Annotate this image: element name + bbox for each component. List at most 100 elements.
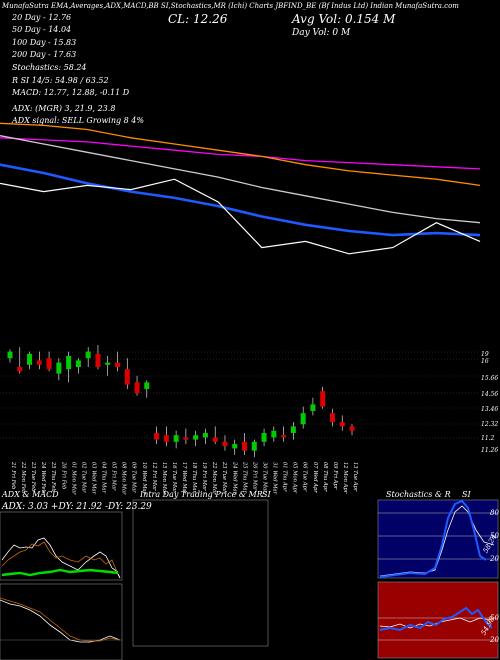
ma50-label: 50 Day - 14.04 — [12, 25, 72, 34]
day-volume: Day Vol: 0 M — [292, 28, 351, 38]
x-axis-label: 23 Tue Mar — [221, 461, 227, 493]
candle-body — [290, 426, 296, 433]
moving-averages — [0, 122, 481, 255]
x-axis-label: 19 Fri Mar — [201, 462, 207, 491]
adx-panel-title: ADX & MACD — [2, 490, 59, 499]
candle-body — [36, 360, 42, 365]
x-axis-label: 04 Thu Mar — [101, 462, 107, 493]
price-tick-label: 19 — [481, 351, 489, 358]
intraday-panel — [132, 499, 269, 647]
x-axis-label: 24 Wed Feb — [40, 461, 46, 493]
candle-body — [232, 444, 238, 449]
x-axis-label: 09 Fri Apr — [332, 462, 338, 490]
ma-line — [0, 178, 481, 255]
x-axis-label: 21 Fri Feb — [10, 461, 16, 489]
candle-body — [222, 441, 228, 447]
price-grid — [0, 351, 478, 439]
ma200-label: 200 Day - 17.63 — [12, 50, 77, 59]
candle-body — [27, 353, 33, 365]
x-axis-label: 12 Mon Apr — [342, 462, 348, 494]
si-label: R SI 14/5: 54.98 / 63.52 — [12, 76, 109, 85]
adx-panel — [0, 511, 123, 581]
candle-body — [7, 351, 13, 359]
x-axis-label: 22 Mon Feb — [20, 461, 26, 493]
ma-line — [0, 163, 481, 237]
macd-signal-line — [0, 597, 121, 642]
stochastics-si-label: SI — [462, 490, 471, 499]
candle-body — [310, 404, 316, 411]
si-tick-20: 20 — [490, 636, 499, 644]
candle-body — [193, 435, 199, 440]
ma-line — [0, 135, 481, 224]
si-blue-line — [379, 606, 493, 632]
candle-body — [251, 441, 257, 451]
intraday-si-label: SI — [262, 490, 271, 499]
candle-body — [144, 382, 150, 389]
x-axis-label: 17 Wed Mar — [181, 462, 187, 495]
stochastics-title: Stochastics & R — [386, 490, 451, 499]
candle-body — [105, 362, 111, 365]
x-axis-label: 24 Wed Mar — [231, 461, 237, 495]
ma-line — [0, 137, 481, 170]
x-axis-label: 25 Thu Mar — [241, 461, 247, 493]
candle-body — [349, 426, 355, 431]
candle-body — [114, 362, 120, 367]
ma100-label: 100 Day - 15.83 — [12, 38, 77, 47]
si-tick-50: 50 — [490, 614, 499, 622]
candle-body — [173, 435, 179, 442]
x-axis-label: 26 Fri Feb — [60, 461, 66, 489]
x-axis-label: 23 Tue Feb — [30, 461, 36, 491]
x-axis-label: 10 Wed Mar — [141, 462, 147, 495]
x-axis-label: 05 Fri Mar — [111, 462, 117, 491]
candles — [7, 345, 355, 458]
candle-body — [329, 413, 335, 422]
stoch-tick-80: 80 — [490, 509, 499, 517]
adx-line — [1, 568, 119, 577]
x-axis-label: 08 Mon Mar — [121, 462, 127, 495]
x-axis-labels: 21 Fri Feb 22 Mon Feb 23 Tue Feb 24 Wed Feb… — [10, 461, 358, 495]
x-axis-label: 25 Thu Feb — [50, 461, 56, 492]
candle-body — [300, 413, 306, 425]
candle-body — [202, 433, 208, 438]
macd-label: MACD: 12.77, 12.88, -0.11 D — [12, 88, 130, 97]
stoch-k-line — [379, 499, 487, 578]
candle-body — [339, 422, 345, 427]
candle-body — [66, 356, 72, 370]
candle-body — [212, 437, 218, 442]
adx-values: ADX: 3.03 +DY: 21.92 -DY: 23.29 — [2, 502, 152, 512]
price-tick-label: 13.46 — [481, 406, 498, 413]
stoch-tick-20: 20 — [490, 555, 499, 563]
x-axis-label: 09 Tue Mar — [131, 462, 137, 493]
x-axis-label: 16 Tue Mar — [171, 462, 177, 493]
macd-panel — [0, 583, 123, 660]
candle-body — [46, 358, 52, 370]
x-axis-label: 05 Mon Apr — [292, 462, 298, 494]
x-axis-label: 30 Tue Mar — [262, 462, 268, 493]
stochastics-panel — [377, 499, 499, 579]
ma-line — [0, 122, 481, 187]
price-tick-label: 11.26 — [481, 447, 498, 454]
candle-body — [124, 369, 130, 385]
adx-label: ADX: (MGR) 3, 21.9, 23.8 — [12, 104, 116, 113]
adx-dy-plus-line — [1, 537, 119, 573]
x-axis-label: 01 Mon Mar — [70, 462, 76, 495]
x-axis-label: 12 Fri Mar — [151, 462, 157, 491]
x-axis-label: 13 Tue Apr — [352, 462, 358, 492]
x-axis-label: 07 Wed Apr — [312, 462, 318, 493]
intraday-title: Intra Day Trading Price & MR — [140, 490, 263, 499]
x-axis-label: 06 Tue Apr — [302, 462, 308, 492]
adx-dy-minus-line — [1, 541, 119, 575]
price-tick-label: 15.66 — [481, 375, 498, 382]
candle-body — [95, 353, 101, 367]
candle-body — [271, 430, 277, 438]
x-axis-label: 15 Mon Mar — [161, 462, 167, 495]
x-axis-label: 08 Thu Apr — [322, 462, 328, 492]
price-label: CL: 12.26 — [168, 12, 228, 26]
candle-body — [261, 433, 267, 442]
top-strip: MunafaSutra EMA,Averages,ADX,MACD,BB SI,… — [2, 2, 459, 10]
candle-body — [242, 441, 248, 451]
price-tick-label: 11.2 — [481, 435, 495, 442]
